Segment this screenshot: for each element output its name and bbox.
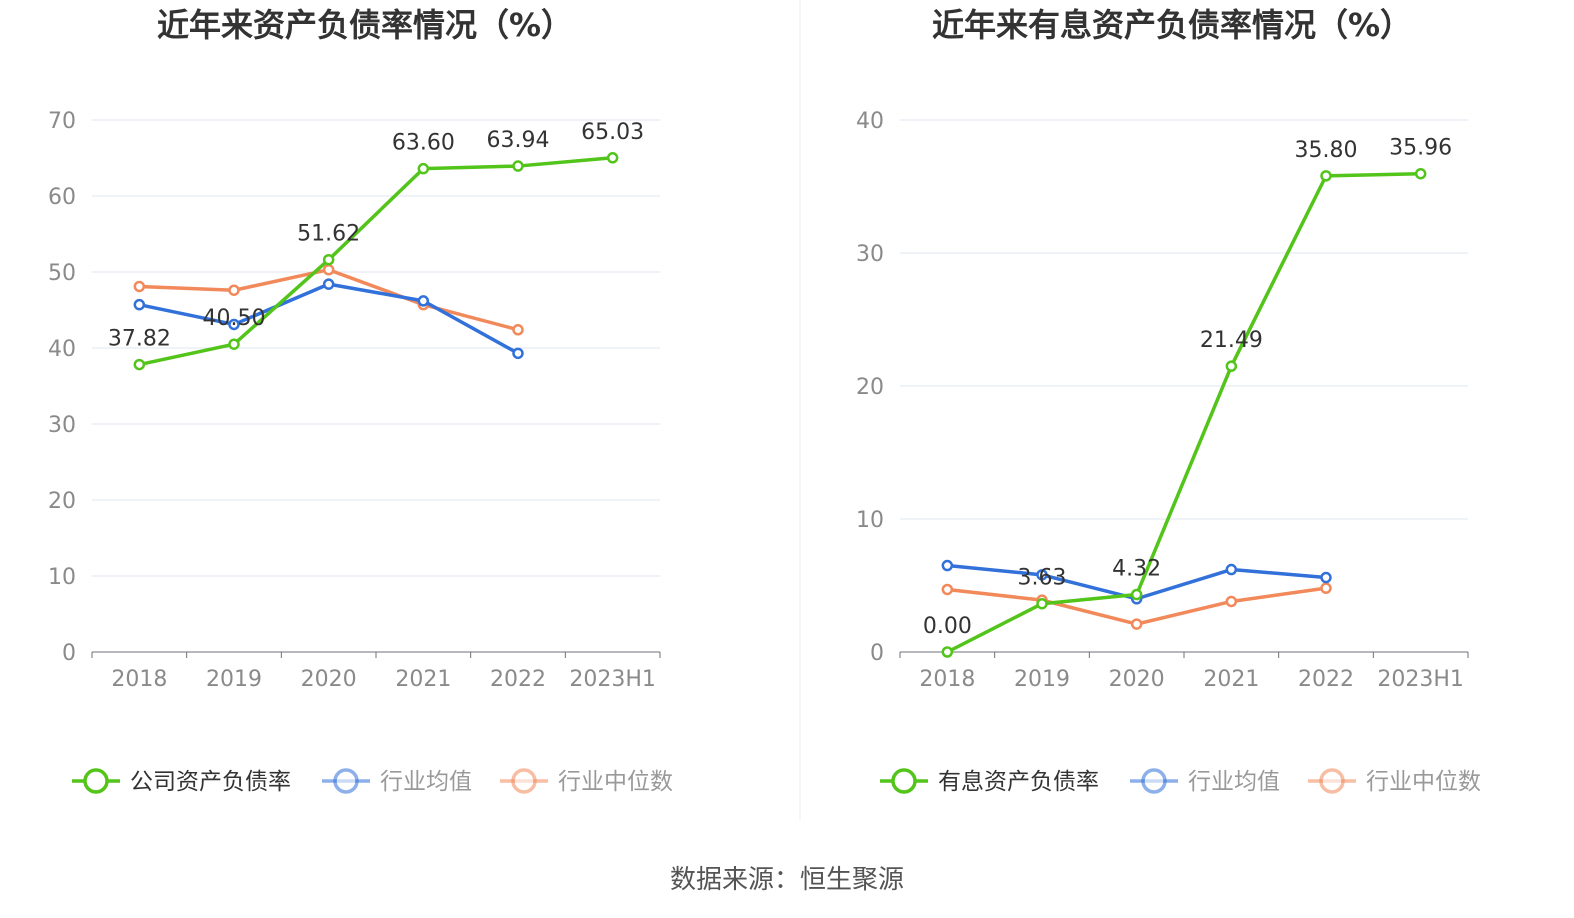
data-point xyxy=(1225,360,1238,372)
series-line xyxy=(138,156,613,367)
legend-swatch-marker xyxy=(1141,768,1167,794)
data-point xyxy=(1036,569,1048,581)
data-label: 51.62 xyxy=(297,222,360,247)
data-point xyxy=(1130,588,1143,601)
data-point xyxy=(322,278,335,290)
legend-swatch-marker xyxy=(1319,768,1345,794)
data-point xyxy=(1320,571,1332,584)
chart-interest-bearing-debt-ratio: 近年来有息资产负债率情况（%） 0 10 20 30 40 2018 2019 2020 2021… xyxy=(856,6,1481,795)
data-label: 63.94 xyxy=(487,128,550,153)
x-tick-label: 2018 xyxy=(919,667,975,692)
chart-title: 近年来有息资产负债率情况（%） xyxy=(932,6,1412,44)
data-point xyxy=(417,295,430,307)
data-point xyxy=(1320,582,1332,594)
y-tick-label: 10 xyxy=(856,508,884,533)
chart-debt-ratio: 近年来资产负债率情况（%） 0 10 20 30 40 50 60 70 2018 2019 2020… xyxy=(48,6,673,795)
x-tick-label: 2020 xyxy=(1109,667,1165,692)
y-tick-label: 10 xyxy=(48,565,76,590)
y-tick-label: 30 xyxy=(48,413,76,438)
data-point xyxy=(133,280,146,293)
x-tick-label: 2023H1 xyxy=(1377,667,1464,692)
data-label: 65.03 xyxy=(581,120,644,145)
y-tick-label: 40 xyxy=(856,109,884,134)
y-tick-label: 50 xyxy=(48,261,76,286)
y-tick-label: 30 xyxy=(856,242,884,267)
x-tick-label: 2018 xyxy=(111,667,167,692)
data-point xyxy=(512,324,524,336)
data-point xyxy=(133,298,146,311)
data-point xyxy=(1414,167,1427,180)
data-point xyxy=(228,284,240,296)
x-tick-label: 2019 xyxy=(1014,667,1070,692)
data-label: 35.80 xyxy=(1295,138,1358,163)
x-tick-label: 2021 xyxy=(1203,667,1259,692)
data-label: 40.50 xyxy=(203,306,266,331)
y-tick-label: 20 xyxy=(48,489,76,514)
data-point xyxy=(228,338,240,350)
data-point xyxy=(417,162,430,175)
data-point xyxy=(1036,597,1048,610)
legend-swatch-marker xyxy=(511,768,537,794)
data-point xyxy=(1320,170,1332,182)
data-point xyxy=(1225,563,1238,576)
x-tick-label: 2021 xyxy=(395,667,451,692)
data-label: 4.32 xyxy=(1112,557,1161,582)
data-source: 数据来源：恒生聚源 xyxy=(670,865,904,895)
data-label: 63.60 xyxy=(392,131,455,156)
series-line xyxy=(138,282,519,355)
data-point xyxy=(133,358,146,371)
x-tick-label: 2023H1 xyxy=(569,667,656,692)
data-point xyxy=(322,263,335,276)
legend-label: 行业中位数 xyxy=(558,769,673,795)
x-tick-label: 2019 xyxy=(206,667,262,692)
y-tick-label: 20 xyxy=(856,375,884,400)
data-label: 21.49 xyxy=(1200,328,1263,353)
data-point xyxy=(941,646,954,658)
data-point xyxy=(228,318,240,331)
series-line xyxy=(946,171,1421,654)
legend-swatch-marker xyxy=(83,768,109,794)
data-label: 0.00 xyxy=(923,614,972,639)
x-tick-label: 2022 xyxy=(1298,667,1354,692)
data-point xyxy=(512,347,524,360)
legend-label: 行业均值 xyxy=(1188,769,1280,795)
x-tick-label: 2020 xyxy=(301,667,357,692)
x-tick-label: 2022 xyxy=(490,667,546,692)
data-label: 3.63 xyxy=(1018,566,1067,591)
legend-swatch-marker xyxy=(333,768,359,794)
data-label: 37.82 xyxy=(108,327,171,352)
data-point xyxy=(1130,618,1143,630)
data-point xyxy=(322,253,335,266)
data-point xyxy=(941,583,954,596)
y-tick-label: 70 xyxy=(48,109,76,134)
legend-label: 有息资产负债率 xyxy=(938,769,1099,795)
legend-label: 行业均值 xyxy=(380,769,472,795)
data-label: 35.96 xyxy=(1389,136,1452,161)
data-point xyxy=(512,160,524,172)
y-tick-label: 0 xyxy=(62,641,76,666)
legend-swatch-marker xyxy=(891,768,917,794)
data-point xyxy=(941,559,954,572)
legend-label: 公司资产负债率 xyxy=(130,769,291,795)
chart-title: 近年来资产负债率情况（%） xyxy=(157,6,573,44)
data-point xyxy=(606,152,619,164)
y-tick-label: 60 xyxy=(48,185,76,210)
y-tick-label: 40 xyxy=(48,337,76,362)
legend-label: 行业中位数 xyxy=(1366,769,1481,795)
data-point xyxy=(1225,595,1238,608)
y-tick-label: 0 xyxy=(870,641,884,666)
